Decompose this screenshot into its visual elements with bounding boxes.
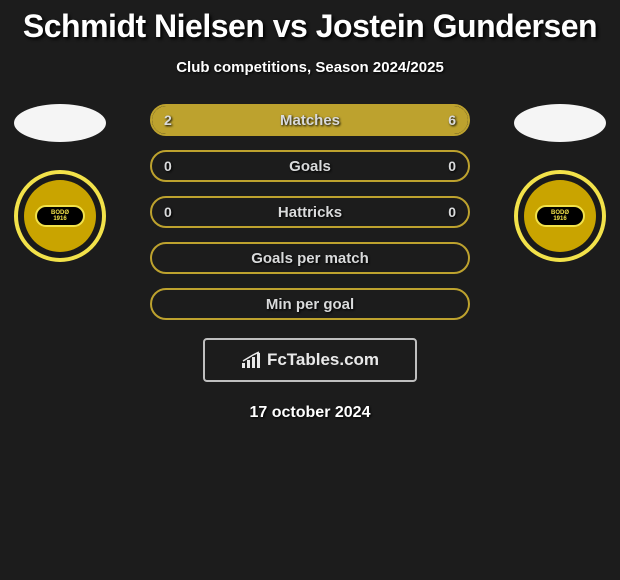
brand-text: FcTables.com — [267, 350, 379, 370]
right-club-year: 1916 — [553, 216, 566, 222]
stat-value-right: 0 — [448, 204, 456, 220]
comparison-row: BODØ 1916 2 6 Matches 0 0 Goals 0 0 Hattricks Goa… — [0, 104, 620, 320]
stats-bars: 2 6 Matches 0 0 Goals 0 0 Hattricks Goals per mat… — [134, 104, 486, 320]
brand-box[interactable]: FcTables.com — [203, 338, 417, 382]
stat-value-left: 0 — [164, 158, 172, 174]
stat-value-right: 6 — [448, 112, 456, 128]
stat-bar: Min per goal — [150, 288, 470, 320]
right-club-badge-inner: BODØ 1916 — [535, 205, 585, 227]
left-player-col: BODØ 1916 — [0, 104, 120, 262]
stat-value-left: 0 — [164, 204, 172, 220]
stat-value-left: 2 — [164, 112, 172, 128]
stat-label: Goals — [289, 158, 331, 175]
left-club-badge: BODØ 1916 — [14, 170, 106, 262]
stat-label: Goals per match — [251, 250, 369, 267]
stat-fill-right — [231, 106, 468, 134]
date-line: 17 october 2024 — [0, 404, 620, 422]
right-player-col: BODØ 1916 — [500, 104, 620, 262]
stat-label: Matches — [280, 112, 340, 129]
stat-label: Min per goal — [266, 296, 354, 313]
page-title: Schmidt Nielsen vs Jostein Gundersen — [0, 0, 620, 45]
left-club-year: 1916 — [53, 216, 66, 222]
left-club-badge-inner: BODØ 1916 — [35, 205, 85, 227]
stat-bar: Goals per match — [150, 242, 470, 274]
subtitle: Club competitions, Season 2024/2025 — [0, 59, 620, 76]
right-nation-oval — [514, 104, 606, 142]
stat-bar: 0 0 Hattricks — [150, 196, 470, 228]
brand-chart-icon — [241, 351, 263, 369]
stat-label: Hattricks — [278, 204, 342, 221]
stat-bar: 0 0 Goals — [150, 150, 470, 182]
right-club-badge: BODØ 1916 — [514, 170, 606, 262]
stat-value-right: 0 — [448, 158, 456, 174]
left-nation-oval — [14, 104, 106, 142]
stat-bar: 2 6 Matches — [150, 104, 470, 136]
